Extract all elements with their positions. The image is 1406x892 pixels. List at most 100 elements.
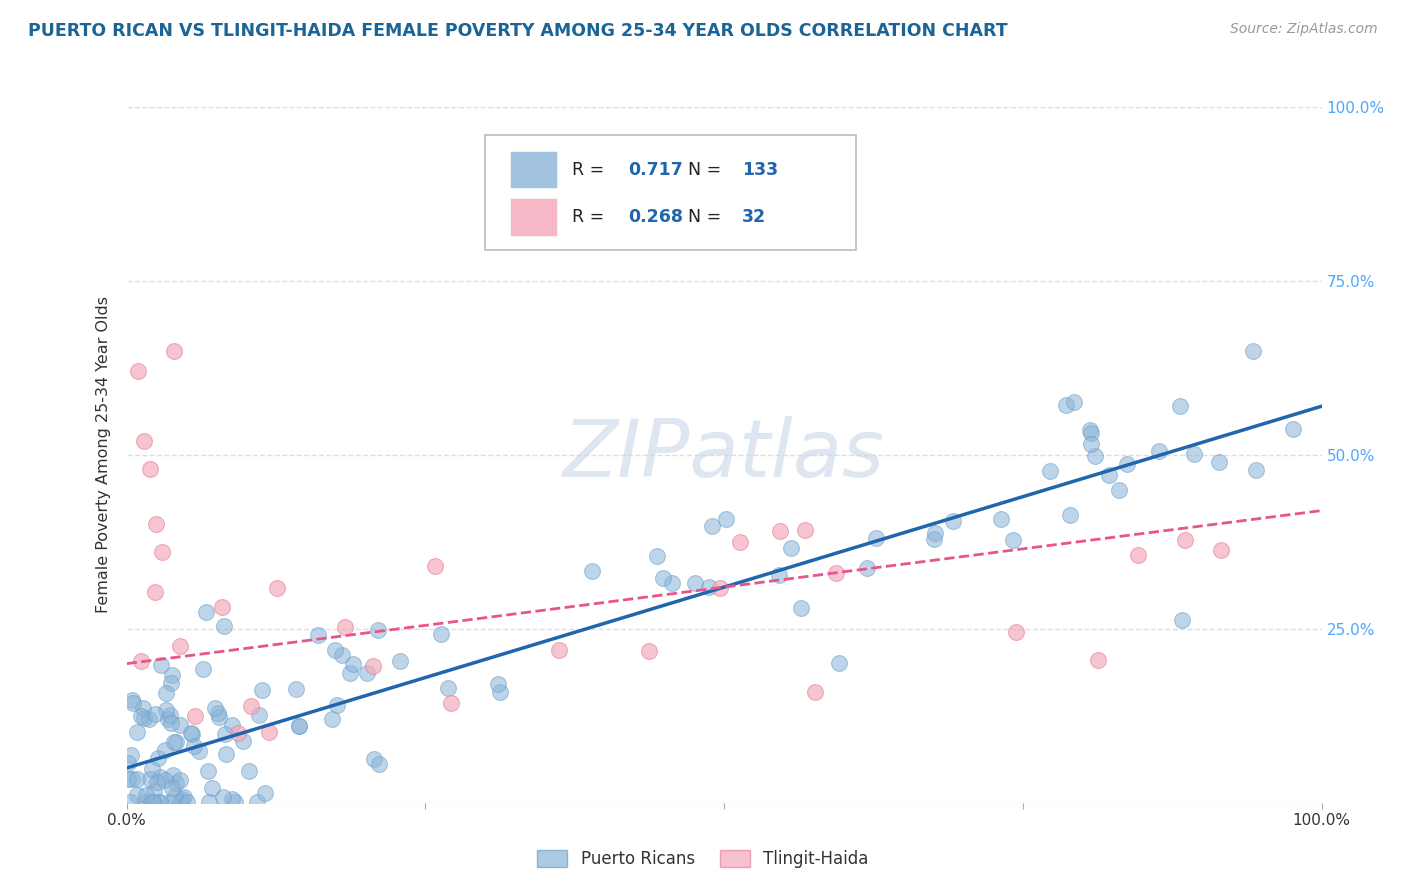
Point bbox=[211, 599, 233, 614]
Point bbox=[769, 524, 792, 538]
Point bbox=[169, 795, 191, 809]
Point bbox=[165, 735, 187, 749]
Point bbox=[922, 533, 945, 547]
FancyBboxPatch shape bbox=[485, 135, 855, 250]
Point bbox=[149, 795, 172, 809]
Point bbox=[285, 681, 308, 696]
Text: N =: N = bbox=[688, 208, 727, 226]
Point bbox=[247, 708, 270, 723]
Point bbox=[683, 575, 706, 590]
Point bbox=[339, 666, 361, 681]
Point bbox=[215, 747, 238, 761]
Point bbox=[1126, 549, 1149, 563]
Point bbox=[856, 561, 879, 575]
Point bbox=[697, 581, 720, 595]
Point bbox=[308, 628, 330, 642]
Point bbox=[1209, 543, 1232, 558]
Point bbox=[647, 549, 669, 564]
Point bbox=[941, 514, 963, 528]
Point bbox=[1170, 613, 1192, 627]
Point bbox=[170, 792, 193, 806]
Point bbox=[139, 795, 162, 809]
Point bbox=[129, 709, 152, 723]
Point bbox=[661, 575, 683, 590]
Point bbox=[120, 747, 142, 762]
Point bbox=[1241, 343, 1264, 358]
Point bbox=[342, 657, 364, 671]
Point bbox=[160, 716, 183, 731]
Point bbox=[180, 726, 202, 740]
Point bbox=[288, 719, 311, 733]
Point bbox=[1208, 455, 1230, 469]
Point bbox=[440, 696, 463, 710]
Point bbox=[155, 686, 177, 700]
Point bbox=[232, 734, 254, 748]
Point bbox=[149, 770, 172, 784]
Point bbox=[125, 772, 148, 786]
Point bbox=[142, 783, 165, 797]
Point bbox=[143, 584, 166, 599]
Point bbox=[142, 795, 165, 809]
Point bbox=[141, 762, 163, 776]
Point bbox=[132, 711, 155, 725]
Point bbox=[169, 773, 191, 788]
Point bbox=[163, 789, 186, 803]
Point bbox=[197, 764, 219, 778]
Point bbox=[1001, 533, 1024, 548]
Point bbox=[489, 685, 512, 699]
Point bbox=[145, 774, 167, 789]
Point bbox=[1108, 483, 1130, 498]
Point bbox=[728, 535, 751, 549]
Point bbox=[135, 788, 157, 802]
Point bbox=[1054, 398, 1077, 412]
Point bbox=[153, 773, 176, 788]
Point bbox=[165, 776, 187, 790]
Point bbox=[159, 676, 181, 690]
Text: ZIPatlas: ZIPatlas bbox=[562, 416, 886, 494]
Point bbox=[134, 795, 156, 809]
Point bbox=[173, 790, 195, 805]
Point bbox=[187, 744, 209, 758]
Point bbox=[142, 795, 165, 809]
Point bbox=[1115, 457, 1137, 471]
Text: Source: ZipAtlas.com: Source: ZipAtlas.com bbox=[1230, 22, 1378, 37]
Point bbox=[181, 726, 204, 740]
Point bbox=[287, 719, 309, 733]
Point bbox=[1080, 426, 1102, 441]
Point bbox=[238, 764, 260, 778]
Point bbox=[246, 795, 269, 809]
Point bbox=[367, 623, 389, 637]
Point bbox=[224, 795, 246, 809]
Point bbox=[1080, 423, 1102, 437]
Point bbox=[159, 708, 181, 723]
Point bbox=[429, 627, 451, 641]
Point bbox=[361, 658, 384, 673]
Point bbox=[159, 795, 181, 809]
Point bbox=[356, 665, 378, 680]
Point bbox=[162, 780, 184, 795]
Point bbox=[780, 541, 803, 555]
Point bbox=[865, 532, 887, 546]
Point bbox=[221, 792, 243, 806]
Point bbox=[148, 795, 170, 809]
Point bbox=[924, 525, 946, 540]
FancyBboxPatch shape bbox=[510, 151, 557, 188]
Point bbox=[259, 725, 281, 739]
Point bbox=[162, 768, 184, 782]
Point bbox=[1080, 436, 1102, 450]
Point bbox=[1244, 463, 1267, 477]
Point bbox=[204, 701, 226, 715]
Point bbox=[212, 790, 235, 805]
Point bbox=[208, 709, 231, 723]
Point bbox=[150, 545, 174, 559]
Point bbox=[250, 683, 273, 698]
Point bbox=[212, 619, 235, 633]
Point bbox=[226, 725, 249, 739]
Point bbox=[207, 706, 229, 721]
Point bbox=[828, 656, 851, 670]
Text: N =: N = bbox=[688, 161, 727, 178]
Point bbox=[163, 735, 186, 749]
Point bbox=[127, 725, 149, 739]
Point bbox=[214, 727, 236, 741]
Point bbox=[793, 523, 815, 537]
